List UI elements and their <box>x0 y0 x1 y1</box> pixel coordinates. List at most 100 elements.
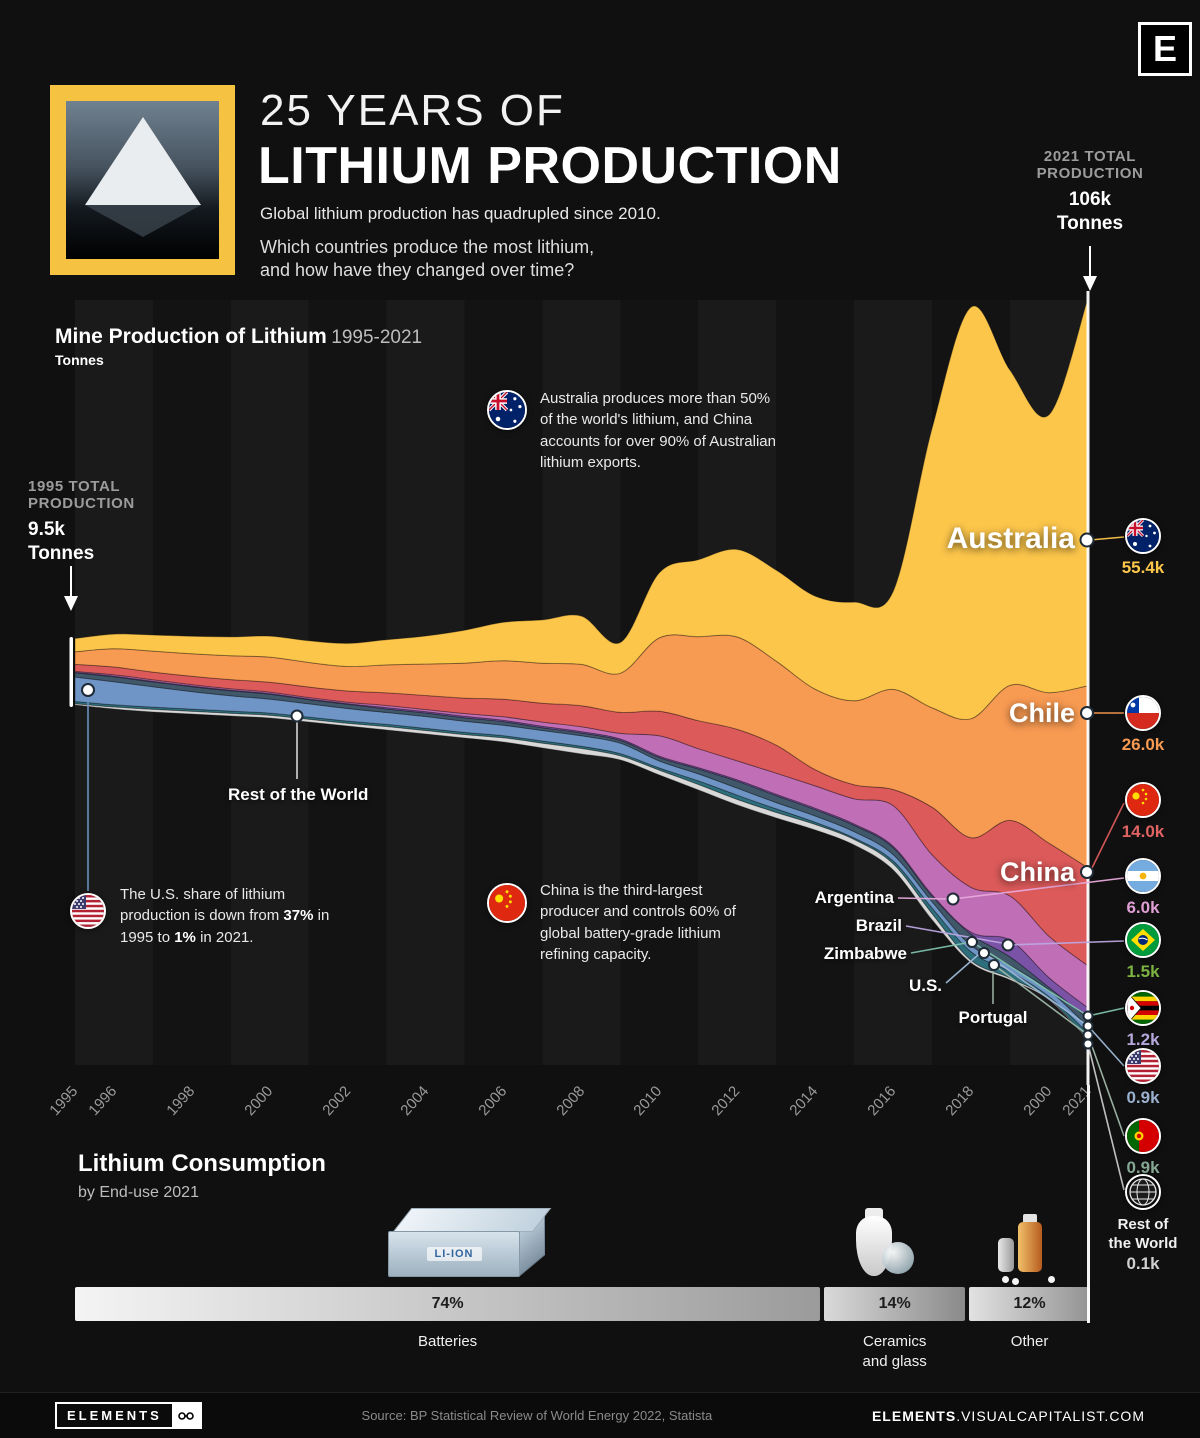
consumption-caption: Other <box>1010 1333 1049 1350</box>
marker-dot <box>1082 1038 1094 1050</box>
legend-value-zimbabwe: 1.2k <box>1126 1030 1160 1049</box>
leader-line <box>1089 536 1125 541</box>
portugal-label: Portugal <box>958 1008 1028 1027</box>
rest-of-world-label: Rest of the World <box>228 785 369 804</box>
marker-dot <box>978 947 990 959</box>
marker-dot <box>81 683 95 697</box>
arrowhead-2021 <box>1083 276 1097 291</box>
brazil-label: Brazil <box>855 916 902 935</box>
consumption-caption: Ceramics and glass <box>862 1333 927 1370</box>
chart-unit-label: Tonnes <box>55 352 104 368</box>
battery-icon-top <box>392 1208 552 1232</box>
leader-line <box>1087 1025 1125 1067</box>
us-note-part3: in 2021. <box>195 928 254 946</box>
total-2021-label-line2: PRODUCTION <box>1036 165 1144 182</box>
subtitle: Global lithium production has quadrupled… <box>260 204 661 223</box>
flag-usa-icon <box>1125 1048 1161 1084</box>
pill-icon <box>1048 1276 1055 1283</box>
question-line1: Which countries produce the most lithium… <box>260 237 595 257</box>
elements-footer-logo[interactable]: ELEMENTS <box>55 1402 202 1429</box>
marker-dot <box>1080 706 1094 720</box>
leader-line <box>983 952 1089 1027</box>
site-url[interactable]: ELEMENTS.VISUALCAPITALIST.COM <box>872 1408 1145 1424</box>
australia-note: Australia produces more than 50% of the … <box>540 390 776 471</box>
consumption-captions: Batteries Ceramics and glass Other <box>75 1332 1090 1371</box>
total-1995-unit: Tonnes <box>28 542 95 564</box>
title-line2: LITHIUM PRODUCTION <box>258 137 842 195</box>
leader-line <box>952 877 1125 900</box>
flag-brazil-icon <box>1125 922 1161 958</box>
lithium-pyramid-shape <box>84 117 201 205</box>
flag-chile-icon <box>1125 695 1161 731</box>
flag-australia-icon <box>1125 518 1161 554</box>
leader-line <box>1089 802 1125 873</box>
consumption-segment-other: 12% <box>969 1287 1090 1321</box>
flag-china-icon <box>1125 782 1161 818</box>
reference-line-2021 <box>1086 291 1090 1085</box>
lithium-pyramid-reflection <box>84 205 201 237</box>
stream-bands <box>74 297 1089 1042</box>
marker-dot <box>1079 532 1095 548</box>
total-1995-label-line2: PRODUCTION <box>28 495 135 512</box>
marker-dot <box>1082 1029 1094 1041</box>
leader-line <box>993 964 1089 1036</box>
band-Australia <box>74 297 1089 721</box>
leader-line <box>1087 1034 1125 1137</box>
leader-line <box>971 941 1089 1017</box>
battery-icon-front: LI-ION <box>388 1231 520 1277</box>
consumption-segment-ceramics: 14% <box>824 1287 966 1321</box>
consumption-segment-batteries: 74% <box>75 1287 821 1321</box>
total-2021-unit: Tonnes <box>1056 212 1124 234</box>
elements-footer-brand: ELEMENTS <box>67 1408 162 1423</box>
flag-china-icon <box>487 883 527 923</box>
total-2021-label-line1: 2021 TOTAL <box>1043 148 1137 165</box>
legend-label-rest-of-world: Rest of the World <box>1108 1216 1178 1252</box>
flag-portugal-icon <box>1125 1118 1161 1154</box>
chile-chart-label: Chile <box>1008 698 1075 728</box>
legend-value-brazil: 1.5k <box>1126 962 1160 981</box>
leader-line <box>1007 940 1125 946</box>
china-note: China is the third-largest producer and … <box>540 882 736 963</box>
zimbabwe-label: Zimbabwe <box>823 944 907 963</box>
pill-icon <box>1012 1278 1019 1285</box>
marker-dot <box>1082 1020 1094 1032</box>
us-label: U.S. <box>908 976 942 995</box>
total-2021-value: 106k <box>1068 189 1112 210</box>
legend-value-usa: 0.9k <box>1126 1088 1160 1107</box>
us-note-bold2: 1% <box>174 928 196 946</box>
marker-dot <box>1001 938 1015 952</box>
total-1995-label-line1: 1995 TOTAL <box>28 478 121 495</box>
aerosol-cap-icon <box>1023 1214 1037 1223</box>
australia-chart-label: Australia <box>946 522 1075 555</box>
elements-goggles-icon <box>171 1404 200 1427</box>
legend-value-australia: 55.4k <box>1121 558 1165 577</box>
lithium-pile-photo <box>50 85 235 275</box>
question-text: Which countries produce the most lithium… <box>260 236 594 283</box>
site-url-bold: ELEMENTS <box>871 1407 957 1424</box>
us-note-part1: The U.S. share of lithium production is … <box>120 886 286 925</box>
marker-dot <box>1080 865 1094 879</box>
us-note: The U.S. share of lithium production is … <box>120 884 356 948</box>
footer: ELEMENTS Source: BP Statistical Review o… <box>0 1392 1200 1438</box>
glass-ball-icon <box>882 1242 914 1274</box>
flag-australia-icon <box>487 390 527 430</box>
elements-logo-letter: E <box>1152 28 1177 69</box>
leader-line <box>905 925 1003 944</box>
legend-value-china: 14.0k <box>1121 822 1165 841</box>
legend-value-argentina: 6.0k <box>1126 898 1160 917</box>
question-line2: and how have they changed over time? <box>260 260 575 281</box>
site-url-rest: .VISUALCAPITALIST.COM <box>956 1407 1145 1424</box>
marker-dot <box>966 936 978 948</box>
leader-line <box>910 942 967 954</box>
elements-logo[interactable]: E <box>1138 22 1192 76</box>
total-1995-value: 9.5k <box>28 519 65 540</box>
flag-argentina-icon <box>1125 858 1161 894</box>
arrowhead-1995 <box>64 596 78 611</box>
ceramics-icon <box>856 1206 926 1282</box>
consumption-subtitle: by End-use 2021 <box>78 1184 199 1201</box>
us-note-bold1: 37% <box>283 907 314 925</box>
leader-line <box>897 897 948 900</box>
china-chart-label: China <box>999 857 1075 887</box>
